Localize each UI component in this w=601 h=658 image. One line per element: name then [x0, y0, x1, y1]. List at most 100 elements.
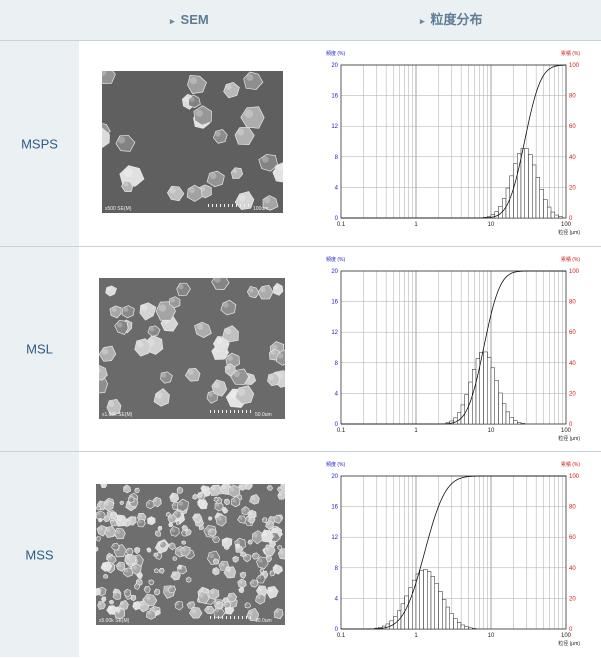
row-label: MSPS — [21, 136, 58, 151]
y-tick-right: 80 — [569, 94, 576, 100]
y-tick-left: 16 — [331, 505, 338, 511]
y-tick-left: 4 — [335, 185, 339, 191]
sem-image: x1.00k SE(M) 50.0um — [99, 278, 285, 419]
row-label: MSS — [25, 547, 54, 562]
frequency-bar — [502, 403, 507, 425]
y-tick-right: 80 — [569, 505, 576, 511]
y-tick-left: 0 — [335, 216, 339, 222]
table-row: MSL x1.00k SE(M) 50.0um 頻度 (%) 累積 (%) 0 4 8 12… — [0, 247, 601, 452]
plot-frame — [340, 270, 567, 425]
frequency-bar — [423, 569, 428, 630]
y-tick-left: 8 — [335, 155, 339, 161]
sem-scale-ticks — [210, 616, 251, 619]
y-tick-right: 0 — [569, 627, 573, 633]
y-tick-right: 40 — [569, 361, 576, 367]
frequency-bar — [464, 394, 469, 425]
frequency-bar — [505, 411, 510, 425]
frequency-bar — [524, 148, 529, 219]
frequency-bar — [558, 216, 563, 219]
y-tick-right: 60 — [569, 124, 576, 130]
sem-image: x5.00k SE(M) 10.0um — [96, 484, 285, 625]
frequency-bar — [430, 576, 435, 630]
y-tick-left: 8 — [335, 566, 339, 572]
y-tick-right: 20 — [569, 185, 576, 191]
y-tick-right: 20 — [569, 596, 576, 602]
chevron-right-icon: ▸ — [170, 16, 175, 26]
x-tick: 10 — [488, 633, 495, 639]
y-tick-left: 8 — [335, 361, 339, 367]
x-tick: 1 — [414, 222, 418, 228]
x-axis-label: 粒径 (μm) — [558, 640, 580, 647]
x-axis-label: 粒径 (μm) — [558, 435, 580, 442]
frequency-bar — [487, 357, 492, 425]
sem-scale-bar: 100um — [253, 206, 268, 212]
header-psd: ▸ 粒度分布 — [420, 0, 483, 40]
frequency-bar — [528, 154, 533, 219]
y-tick-left: 20 — [331, 474, 338, 480]
frequency-bar — [498, 392, 503, 425]
psd-chart: 頻度 (%) 累積 (%) 0 4 8 12 16 20 0 20 40 60 80 100 0.1 1 10 1… — [318, 252, 586, 447]
y-axis-right-label: 累積 (%) — [561, 256, 581, 263]
frequency-bar — [547, 206, 552, 219]
psd-chart: 頻度 (%) 累積 (%) 0 4 8 12 16 20 0 20 40 60 80 100 0.1 1 10 1… — [318, 457, 586, 652]
x-axis-label: 粒径 (μm) — [558, 229, 580, 236]
chevron-right-icon: ▸ — [420, 16, 425, 26]
row-label-cell: MSL — [0, 247, 79, 451]
y-tick-left: 20 — [331, 269, 338, 275]
x-tick: 100 — [561, 428, 572, 434]
chart-grid — [341, 270, 566, 425]
row-label-cell: MSPS — [0, 41, 79, 246]
frequency-bar — [494, 380, 499, 425]
x-tick: 0.1 — [337, 428, 346, 434]
frequency-bars — [445, 351, 525, 425]
sem-magnification: x1.00k SE(M) — [102, 412, 133, 418]
y-tick-right: 80 — [569, 300, 576, 306]
frequency-bar — [427, 571, 432, 630]
frequency-bar — [483, 351, 488, 425]
frequency-bar — [532, 164, 537, 219]
frequency-bar — [438, 591, 443, 630]
row-label: MSL — [26, 341, 53, 357]
frequency-bar — [453, 618, 458, 630]
frequency-bar — [509, 417, 514, 425]
table-row: MSS x5.00k SE(M) 10.0um 頻度 (%) 累積 (%) 0 4 8 12… — [0, 452, 601, 657]
plot-frame — [340, 475, 567, 630]
y-tick-right: 0 — [569, 216, 573, 222]
sem-magnification: x500 SE(M) — [105, 206, 132, 212]
y-tick-right: 40 — [569, 566, 576, 572]
frequency-bar — [539, 189, 544, 219]
frequency-bar — [404, 595, 409, 630]
frequency-bar — [520, 147, 525, 219]
y-axis-right-label: 累積 (%) — [561, 50, 581, 57]
y-tick-left: 0 — [335, 627, 339, 633]
sem-scale-ticks — [208, 204, 249, 207]
frequency-bar — [472, 628, 477, 630]
y-tick-left: 12 — [331, 330, 338, 336]
cumulative-line — [341, 475, 566, 630]
y-tick-right: 60 — [569, 330, 576, 336]
y-tick-right: 100 — [569, 63, 580, 69]
y-tick-right: 100 — [569, 269, 580, 275]
y-tick-left: 16 — [331, 94, 338, 100]
y-axis-right-label: 累積 (%) — [561, 461, 581, 468]
y-tick-right: 40 — [569, 155, 576, 161]
frequency-bar — [517, 422, 522, 425]
x-tick: 0.1 — [337, 633, 346, 639]
frequency-bar — [449, 613, 454, 630]
frequency-bar — [513, 163, 518, 219]
frequency-bar — [457, 622, 462, 630]
y-tick-right: 100 — [569, 474, 580, 480]
sem-image: x500 SE(M) 100um — [102, 71, 283, 213]
table-header: ▸ SEM ▸ 粒度分布 — [0, 0, 601, 41]
sem-particles — [99, 278, 285, 416]
frequency-bar — [442, 599, 447, 630]
x-tick: 100 — [561, 222, 572, 228]
y-tick-left: 16 — [331, 300, 338, 306]
frequency-bar — [543, 199, 548, 219]
row-label-cell: MSS — [0, 452, 79, 657]
cumulative-line — [341, 270, 566, 425]
x-tick: 1 — [414, 633, 418, 639]
y-axis-left-label: 頻度 (%) — [326, 50, 346, 57]
frequency-bar — [453, 417, 458, 425]
